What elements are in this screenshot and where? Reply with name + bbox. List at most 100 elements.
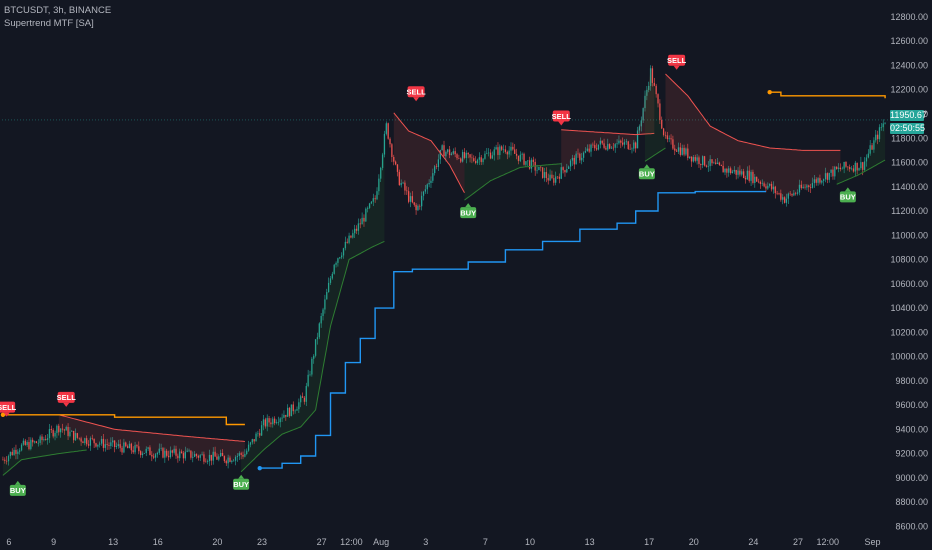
- candle-body: [136, 445, 138, 447]
- signal-pointer: [643, 164, 650, 169]
- supertrend-fill: [2, 425, 87, 476]
- candle-body: [110, 442, 112, 446]
- candle-body: [413, 202, 415, 205]
- candle-body: [776, 193, 778, 194]
- candle-body: [58, 425, 60, 433]
- candle-body: [275, 422, 278, 424]
- candle-body: [726, 168, 728, 173]
- candle-body: [878, 127, 881, 140]
- candle-body: [690, 156, 693, 162]
- candle-body: [99, 443, 101, 445]
- candle-body: [445, 151, 447, 157]
- candle-body: [802, 186, 804, 189]
- y-tick-label: 11800.00: [891, 133, 928, 143]
- signal-pointer: [14, 480, 21, 485]
- x-tick-label: 20: [212, 537, 222, 547]
- candle-body: [372, 198, 374, 202]
- candle-body: [112, 440, 114, 443]
- candle-body: [631, 148, 633, 150]
- candle-body: [733, 169, 735, 172]
- candle-body: [104, 444, 106, 448]
- candle-body: [430, 180, 432, 183]
- candle-body: [815, 179, 817, 183]
- buy-signal-label: [839, 191, 856, 203]
- candle-body: [651, 68, 654, 83]
- candle-body: [426, 184, 428, 190]
- candle-body: [145, 448, 147, 454]
- candle-body: [705, 165, 708, 167]
- x-tick-label: 13: [585, 537, 595, 547]
- candle-body: [648, 85, 650, 90]
- candle-body: [556, 176, 559, 178]
- supertrend-line: [58, 414, 245, 442]
- candle-body: [742, 171, 745, 179]
- candle-body: [679, 147, 682, 155]
- y-tick-label: 9000.00: [895, 473, 928, 483]
- candle-body: [854, 162, 856, 172]
- signal-pointer: [3, 412, 10, 417]
- candle-body: [865, 157, 868, 162]
- candle-body: [95, 443, 97, 447]
- candle-body: [381, 154, 384, 168]
- candle-body: [240, 453, 242, 455]
- candle-body: [72, 430, 75, 441]
- htf-supertrend-line: [259, 190, 766, 469]
- buy-signal-text: BUY: [639, 170, 655, 179]
- candle-body: [56, 425, 58, 433]
- candle-body: [875, 134, 877, 141]
- candle-body: [862, 162, 864, 170]
- x-tick-label: 7: [483, 537, 488, 547]
- candle-body: [6, 460, 8, 462]
- candle-body: [867, 153, 869, 158]
- y-tick-label: 11000.00: [891, 230, 928, 240]
- candle-body: [130, 443, 132, 451]
- candle-body: [769, 183, 771, 186]
- candle-body: [301, 396, 304, 398]
- candle-body: [488, 152, 490, 154]
- candle-body: [24, 440, 26, 445]
- candle-body: [662, 128, 665, 136]
- candle-body: [396, 164, 399, 172]
- candle-body: [588, 148, 590, 152]
- candle-body: [298, 402, 300, 410]
- candle-body: [363, 217, 365, 222]
- buy-signal-text: BUY: [840, 193, 856, 202]
- x-tick-label: 27: [793, 537, 803, 547]
- candle-body: [407, 191, 410, 202]
- candle-body: [698, 157, 700, 164]
- candle-body: [89, 438, 92, 446]
- candle-body: [716, 162, 719, 165]
- candle-body: [791, 194, 793, 196]
- htf-supertrend-line: [2, 414, 245, 426]
- symbol-title[interactable]: BTCUSDT, 3h, BINANCE: [4, 5, 112, 16]
- candle-body: [346, 241, 348, 243]
- candle-body: [307, 374, 309, 387]
- candle-body: [837, 167, 840, 170]
- signal-pointer: [673, 65, 680, 70]
- sell-signal-text: SELL: [0, 403, 17, 412]
- candle-body: [292, 404, 294, 412]
- candle-body: [538, 166, 540, 171]
- indicator-title[interactable]: Supertrend MTF [SA]: [4, 18, 94, 29]
- candle-body: [419, 205, 421, 207]
- candle-body: [659, 103, 661, 121]
- candle-body: [612, 147, 615, 149]
- sell-signal-text: SELL: [57, 393, 77, 402]
- candle-body: [465, 152, 467, 158]
- candle-body: [523, 153, 525, 165]
- candle-body: [391, 144, 393, 158]
- candle-body: [17, 451, 19, 454]
- candle-body: [512, 146, 514, 150]
- candle-body: [780, 193, 782, 200]
- candle-body: [748, 170, 750, 181]
- candle-body: [478, 157, 481, 160]
- signal-pointer: [558, 121, 565, 126]
- candle-body: [497, 147, 499, 155]
- candle-body: [340, 255, 343, 258]
- candle-body: [100, 438, 103, 444]
- candle-body: [597, 144, 600, 150]
- sell-signal-label: [552, 110, 570, 122]
- candle-body: [203, 454, 205, 462]
- candle-body: [128, 443, 131, 449]
